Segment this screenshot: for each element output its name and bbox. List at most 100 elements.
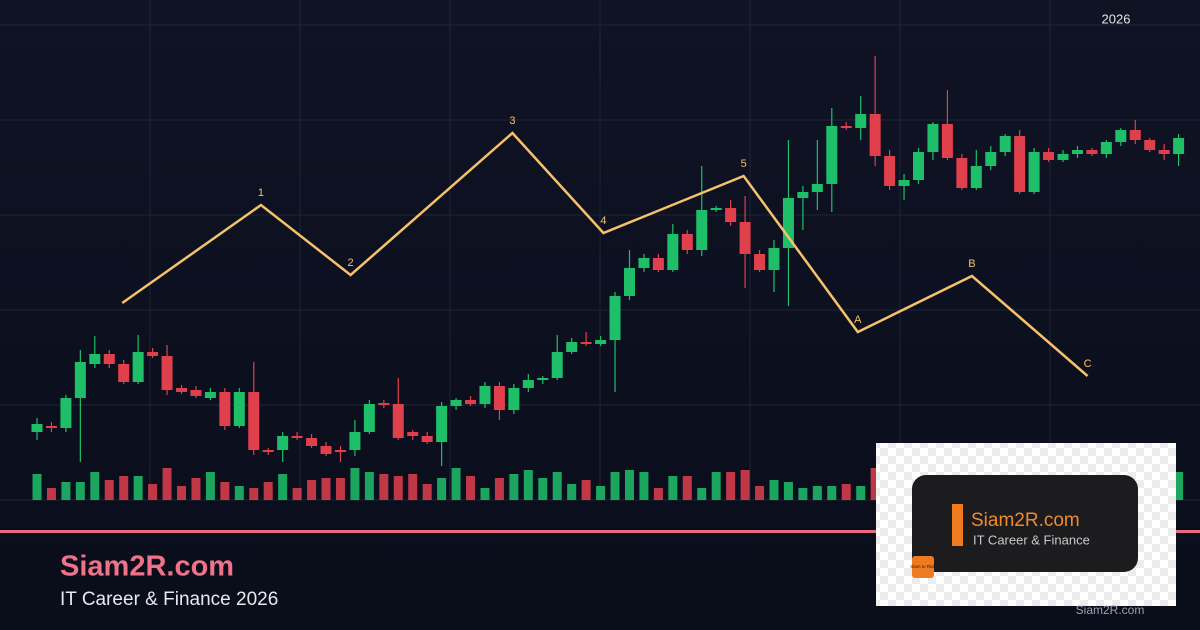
candle-body	[754, 254, 766, 270]
brand-subtitle: IT Career & Finance 2026	[60, 589, 278, 610]
grid	[0, 0, 1200, 501]
candle-body	[31, 424, 43, 432]
volume-bar	[133, 476, 143, 500]
volume-bar	[711, 472, 721, 500]
wave-label: 1	[258, 187, 264, 199]
candle-body	[1158, 150, 1170, 154]
volume-bar	[104, 480, 114, 500]
divider	[0, 530, 1200, 533]
volume-bar	[726, 472, 736, 500]
candle-body	[667, 234, 679, 270]
candle-body	[768, 248, 780, 270]
candle-body	[363, 404, 375, 432]
candle-body	[450, 400, 462, 406]
logo-badge-text: Siam to Rich	[910, 564, 936, 569]
wave-line	[121, 131, 1089, 377]
candle-body	[436, 406, 448, 442]
logo-card	[912, 475, 1138, 572]
candle-body	[1086, 150, 1098, 154]
volume-bar	[523, 470, 533, 500]
wave-label: 2	[348, 257, 354, 269]
candle-body	[912, 152, 924, 180]
volume-bar	[75, 482, 85, 500]
volume-bar	[567, 484, 577, 500]
candle-body	[551, 352, 563, 378]
volume-bar	[870, 468, 880, 500]
volume-bar	[624, 470, 634, 500]
candle-body	[262, 450, 274, 452]
volume-bar	[798, 488, 808, 500]
footer: Siam2R.com	[1076, 603, 1145, 617]
candle-body	[681, 234, 693, 250]
volume-bar	[783, 482, 793, 500]
candle-body	[508, 388, 520, 410]
candle-body	[1014, 136, 1026, 192]
volume-bar	[494, 478, 504, 500]
wave-label: C	[1084, 358, 1092, 370]
candle-body	[725, 208, 737, 222]
candle-body	[638, 258, 650, 268]
logo-title: Siam2R.com	[971, 510, 1080, 531]
volume-bar	[177, 486, 187, 500]
candle-body	[479, 386, 491, 404]
volume-bar	[350, 468, 360, 500]
volume-bar	[61, 482, 71, 500]
candle-body	[320, 446, 332, 454]
candle-body	[204, 392, 216, 398]
volume-bar	[827, 486, 837, 500]
volume-bar	[552, 472, 562, 500]
volume-bar	[437, 478, 447, 500]
candle-body	[609, 296, 621, 340]
candle-body	[45, 426, 57, 428]
candle-body	[118, 364, 130, 382]
candle-body	[176, 388, 188, 392]
volume-bar	[191, 478, 201, 500]
wave-label: B	[968, 258, 975, 270]
candle-body	[898, 180, 910, 186]
candle-body	[840, 126, 852, 128]
volume-bar	[32, 474, 42, 500]
volume-bar	[148, 484, 158, 500]
volume-bar	[769, 480, 779, 500]
candle-body	[1071, 150, 1083, 154]
volume-bar	[321, 478, 331, 500]
candle-body	[595, 340, 607, 344]
candle-body	[378, 403, 390, 405]
volume-bar	[740, 470, 750, 500]
logo-badge	[912, 556, 934, 578]
candle-body	[826, 126, 838, 184]
volume-bar	[220, 482, 230, 500]
candle-body	[248, 392, 260, 450]
candle-body	[421, 436, 433, 442]
wave-label: 5	[741, 158, 747, 170]
volume-bar	[509, 474, 519, 500]
volume-bar	[263, 482, 273, 500]
candle-body	[161, 356, 173, 390]
volume-bar	[812, 486, 822, 500]
volume-bar	[307, 480, 317, 500]
candle-body	[927, 124, 939, 152]
candle-body	[999, 136, 1011, 152]
candle-body	[132, 352, 144, 382]
candle-body	[493, 386, 505, 410]
candle-body	[580, 342, 592, 344]
brand-title: Siam2R.com	[60, 551, 234, 583]
volume-bar	[697, 488, 707, 500]
candle-body	[407, 432, 419, 436]
candle-body	[349, 432, 361, 450]
year: 2026	[1102, 11, 1131, 26]
volume-bar	[364, 472, 374, 500]
logo-tagline: IT Career & Finance	[973, 532, 1090, 547]
candle-body	[1057, 154, 1069, 160]
wave-label: 3	[509, 115, 515, 127]
volume-bar	[335, 478, 345, 500]
candle-body	[89, 354, 101, 364]
volume-bar	[119, 476, 129, 500]
candle-body	[566, 342, 578, 352]
logo-bar	[952, 504, 963, 546]
volume-bar	[205, 472, 215, 500]
candle-body	[291, 436, 303, 438]
wave-label: A	[854, 314, 862, 326]
volume-bar	[653, 488, 663, 500]
candle-body	[1129, 130, 1141, 140]
